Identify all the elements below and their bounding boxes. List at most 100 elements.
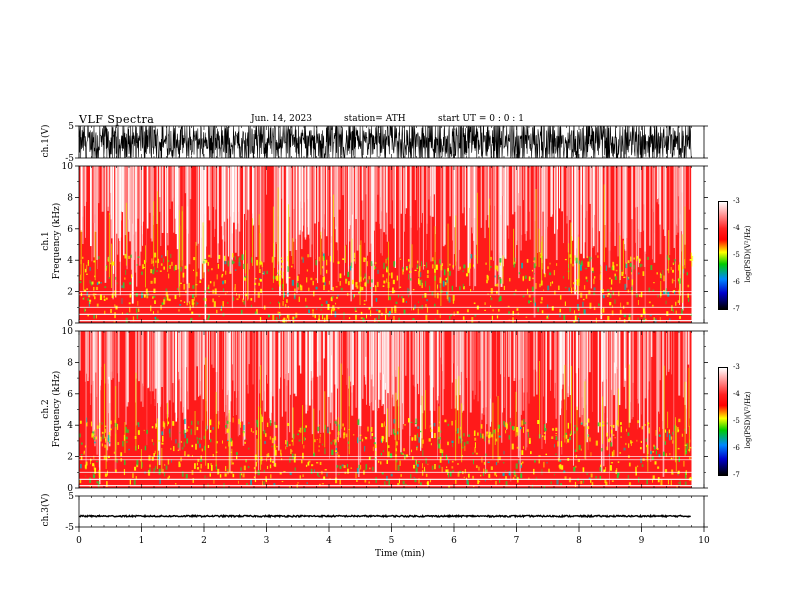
- spectrogram-activity: [498, 309, 500, 312]
- spectrogram-activity: [446, 466, 448, 468]
- spectrogram-activity: [587, 426, 590, 430]
- spectrogram-activity: [462, 316, 465, 320]
- spectrogram-burst: [181, 211, 183, 261]
- spectrogram-activity: [371, 433, 374, 437]
- spectrogram-activity: [574, 310, 575, 314]
- spectrogram-streak: [568, 166, 571, 221]
- spectrogram-streak: [550, 166, 553, 217]
- spectrogram-activity: [671, 278, 674, 284]
- spectrogram-activity: [382, 450, 384, 452]
- spectrogram-activity: [399, 286, 402, 288]
- spectrogram-streak: [658, 331, 660, 412]
- spectrogram-activity: [170, 253, 172, 259]
- spectrogram-activity: [663, 291, 666, 294]
- spectrogram-activity: [547, 304, 549, 309]
- spectrogram-activity: [360, 317, 363, 319]
- spectrogram-activity: [376, 281, 379, 287]
- spectrogram-activity: [569, 307, 571, 312]
- spectrogram-activity: [564, 476, 567, 480]
- spectrogram-activity: [652, 450, 654, 453]
- spectrogram-activity: [409, 264, 411, 269]
- spectrogram-activity: [403, 448, 405, 452]
- spectrogram-activity: [567, 422, 570, 429]
- spectrogram-burst: [351, 238, 353, 268]
- x-tick-label: 1: [139, 536, 145, 546]
- spectrogram-activity: [607, 438, 610, 443]
- spectrogram-streak: [269, 331, 272, 424]
- spectrogram-activity: [340, 287, 343, 291]
- spectrogram-activity: [250, 479, 252, 485]
- spectrogram-activity: [193, 257, 196, 261]
- spectrogram-activity: [610, 462, 614, 464]
- x-axis-label: Time (min): [375, 549, 425, 559]
- spectrogram-activity: [323, 476, 326, 480]
- spectrogram-activity: [141, 292, 144, 296]
- spectrogram-activity: [513, 426, 515, 431]
- spectrogram-burst: [385, 426, 387, 443]
- spectrogram-activity: [585, 422, 587, 425]
- spectrogram-activity: [234, 283, 236, 289]
- spectrogram-streak: [639, 166, 642, 232]
- spectrogram-activity: [384, 421, 385, 427]
- spectrogram-activity: [540, 296, 543, 301]
- spectrogram-streak: [442, 331, 443, 372]
- spectrogram-activity: [293, 294, 296, 300]
- y-tick-label: -5: [65, 154, 74, 164]
- spectrogram-streak: [457, 166, 459, 270]
- spectrogram-activity: [250, 257, 253, 263]
- spectrogram-streak: [460, 331, 462, 440]
- spectrogram-streak: [328, 166, 329, 256]
- spectrogram-activity: [90, 281, 93, 286]
- spectrogram-activity: [103, 455, 106, 460]
- y-tick-label: 2: [67, 453, 73, 463]
- spectrogram-activity: [385, 258, 387, 264]
- spectrogram-activity: [281, 260, 284, 263]
- spectrogram-streak: [156, 331, 158, 404]
- spectrogram-streak: [350, 166, 352, 302]
- spectrogram-activity: [197, 302, 199, 305]
- spectrogram-activity: [421, 439, 424, 444]
- spectrogram-activity: [353, 258, 356, 262]
- spectrogram-streak: [613, 331, 615, 363]
- spectrogram-activity: [256, 421, 259, 428]
- spectrogram-activity: [517, 460, 520, 462]
- spectrogram-activity: [640, 314, 643, 318]
- spectrogram-activity: [642, 308, 645, 314]
- spectrogram-streak: [128, 166, 130, 220]
- spectrogram-activity: [365, 464, 368, 470]
- spectrogram-streak: [529, 166, 531, 212]
- spectrogram-activity: [112, 427, 113, 429]
- spectrogram-burst: [494, 428, 496, 446]
- spectrogram-streak: [521, 331, 524, 379]
- spectrogram-activity: [153, 288, 156, 293]
- spectrogram-activity: [593, 278, 595, 285]
- spectrogram-activity: [297, 433, 300, 436]
- spectrogram-activity: [369, 307, 371, 309]
- spectrogram-streak: [95, 331, 97, 373]
- spectrogram-activity: [492, 309, 494, 312]
- spectrogram-activity: [318, 445, 320, 448]
- spectrogram-activity: [184, 433, 186, 439]
- spectrogram-burst: [539, 360, 541, 439]
- spectrogram-activity: [668, 434, 671, 441]
- spectrogram-burst: [647, 446, 649, 472]
- spectrogram-activity: [380, 453, 383, 456]
- spectrogram-streak: [123, 166, 125, 256]
- spectrogram-activity: [526, 259, 529, 263]
- spectrogram-streak: [242, 331, 245, 446]
- spectrogram-activity: [651, 304, 654, 307]
- spectrogram-streak: [305, 331, 307, 373]
- spectrogram-activity: [355, 472, 357, 479]
- spectrogram-activity: [375, 286, 377, 292]
- spectrogram-activity: [282, 283, 283, 290]
- spectrogram-activity: [85, 475, 87, 477]
- spectrogram-streak: [142, 331, 144, 407]
- spectrogram-activity: [543, 461, 545, 468]
- spectrogram-streak: [197, 166, 199, 244]
- spectrogram-activity: [93, 441, 96, 444]
- spectrogram-activity: [330, 297, 332, 301]
- spectrogram-activity: [389, 453, 393, 459]
- spectrogram-burst: [320, 231, 322, 275]
- spectrogram-burst: [258, 214, 260, 269]
- spectrogram-activity: [664, 441, 667, 445]
